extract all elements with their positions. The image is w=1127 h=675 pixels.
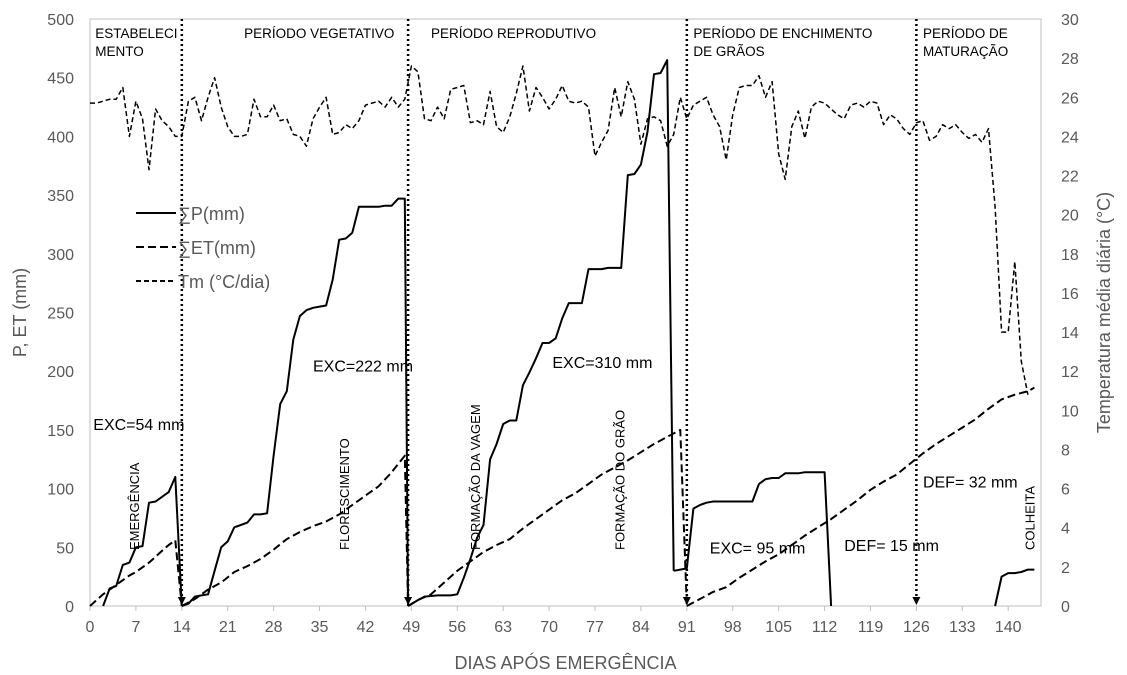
x-tick-label: 91 bbox=[678, 619, 696, 636]
series-group bbox=[89, 59, 1035, 607]
x-tick-label: 49 bbox=[402, 619, 420, 636]
legend-label-2: Tm (°C/dia) bbox=[178, 272, 270, 292]
y-right-tick-label: 28 bbox=[1061, 51, 1079, 68]
x-tick-label: 35 bbox=[311, 619, 329, 636]
legend-label-0: ∑P(mm) bbox=[178, 204, 245, 224]
stage-label: EMERGÊNCIA bbox=[127, 462, 142, 550]
x-tick-label: 7 bbox=[131, 619, 140, 636]
period-label: PERÍODO DE ENCHIMENTO bbox=[693, 26, 872, 41]
y-right-tick-label: 26 bbox=[1061, 90, 1079, 107]
y-right-tick-label: 24 bbox=[1061, 129, 1079, 146]
y-left-tick-label: 400 bbox=[47, 129, 74, 146]
stage-label: FORMAÇÃO DA VAGEM bbox=[468, 404, 483, 550]
y-left-tick-label: 150 bbox=[47, 423, 74, 440]
x-tick-label: 126 bbox=[903, 619, 930, 636]
x-tick-label: 133 bbox=[949, 619, 976, 636]
x-tick-label: 77 bbox=[586, 619, 604, 636]
period-label: PERÍODO DE bbox=[923, 26, 1008, 41]
x-tick-label: 84 bbox=[632, 619, 650, 636]
x-tick-label: 112 bbox=[812, 619, 838, 636]
x-tick-label: 70 bbox=[540, 619, 558, 636]
period-label: ESTABELECI bbox=[95, 26, 177, 41]
series-line-1 bbox=[181, 454, 410, 607]
y-right-tick-label: 14 bbox=[1061, 325, 1079, 342]
annotation-label: EXC=54 mm bbox=[93, 417, 184, 434]
series-line-1 bbox=[407, 428, 688, 607]
x-tick-label: 0 bbox=[86, 619, 95, 636]
series-line-1 bbox=[686, 386, 1035, 607]
annotation-label: EXC=310 mm bbox=[552, 355, 652, 372]
period-label: MENTO bbox=[95, 44, 144, 59]
period-boundaries bbox=[177, 19, 921, 605]
x-axis-title: DIAS APÓS EMERGÊNCIA bbox=[454, 652, 676, 673]
legend-label-1: ∑ET(mm) bbox=[178, 238, 256, 258]
y-left-tick-label: 500 bbox=[47, 12, 74, 29]
x-tick-label: 63 bbox=[494, 619, 512, 636]
y-right-tick-label: 20 bbox=[1061, 208, 1079, 225]
y-left-tick-label: 350 bbox=[47, 188, 74, 205]
series-line-2 bbox=[90, 65, 1029, 395]
x-tick-label: 98 bbox=[724, 619, 742, 636]
series-line-0 bbox=[673, 471, 833, 607]
y-right-tick-label: 2 bbox=[1061, 560, 1070, 577]
y-right-tick-label: 8 bbox=[1061, 442, 1070, 459]
axes-group: 0 7 14 21 28 35 42 49 56 63 70 77 84 91 98 105 112 119 126… bbox=[10, 12, 1114, 673]
series-line-0 bbox=[407, 59, 675, 607]
x-tick-label: 119 bbox=[858, 619, 884, 636]
x-tick-label: 14 bbox=[173, 619, 191, 636]
x-tick-label: 56 bbox=[448, 619, 466, 636]
series-line-0 bbox=[994, 568, 1035, 607]
x-tick-label: 140 bbox=[995, 619, 1022, 636]
stage-label: FORMAÇÃO DO GRÃO bbox=[613, 410, 628, 550]
stage-label: FLORESCIMENTO bbox=[337, 438, 352, 550]
y-left-tick-label: 50 bbox=[56, 540, 74, 557]
period-label: MATURAÇÃO bbox=[923, 44, 1008, 59]
y-right-tick-label: 4 bbox=[1061, 521, 1070, 538]
y-left-tick-label: 250 bbox=[47, 306, 74, 323]
y-left-tick-label: 100 bbox=[47, 482, 74, 499]
y-right-tick-label: 22 bbox=[1061, 169, 1079, 186]
plot-area-border bbox=[89, 18, 1042, 607]
period-label: PERÍODO REPRODUTIVO bbox=[431, 26, 596, 41]
y-right-tick-label: 6 bbox=[1061, 482, 1070, 499]
y-right-tick-label: 16 bbox=[1061, 286, 1079, 303]
annotation-label: EXC=222 mm bbox=[313, 358, 413, 375]
y-right-tick-label: 0 bbox=[1061, 599, 1070, 616]
series-line-1 bbox=[89, 539, 183, 607]
series-line-0 bbox=[102, 475, 183, 607]
y-left-axis-title: P, ET (mm) bbox=[10, 268, 30, 357]
y-right-tick-label: 12 bbox=[1061, 364, 1079, 381]
stage-label: COLHEITA bbox=[1022, 486, 1037, 550]
y-left-tick-label: 300 bbox=[47, 247, 74, 264]
y-left-tick-label: 450 bbox=[47, 71, 74, 88]
y-right-tick-label: 30 bbox=[1061, 12, 1079, 29]
legend: ∑P(mm) ∑ET(mm) Tm (°C/dia) bbox=[136, 204, 270, 292]
annotation-label: DEF= 32 mm bbox=[923, 475, 1018, 492]
y-right-tick-label: 10 bbox=[1061, 403, 1079, 420]
annotation-label: DEF= 15 mm bbox=[844, 538, 939, 555]
x-tick-label: 42 bbox=[357, 619, 375, 636]
x-tick-label: 105 bbox=[765, 619, 792, 636]
y-left-tick-label: 200 bbox=[47, 364, 74, 381]
y-right-tick-label: 18 bbox=[1061, 247, 1079, 264]
y-left-tick-label: 0 bbox=[65, 599, 74, 616]
period-label: DE GRÃOS bbox=[693, 44, 764, 59]
y-right-axis-title: Temperatura média diária (°C) bbox=[1094, 192, 1114, 433]
period-boundary-arrow bbox=[912, 597, 921, 605]
x-tick-label: 28 bbox=[265, 619, 283, 636]
annotation-label: EXC= 95 mm bbox=[710, 540, 806, 557]
series-line-0 bbox=[181, 197, 410, 607]
period-label: PERÍODO VEGETATIVO bbox=[244, 26, 394, 41]
x-tick-label: 21 bbox=[219, 619, 237, 636]
labels-group: ESTABELECI MENTO PERÍODO VEGETATIVO PERÍODO… bbox=[93, 26, 1037, 557]
